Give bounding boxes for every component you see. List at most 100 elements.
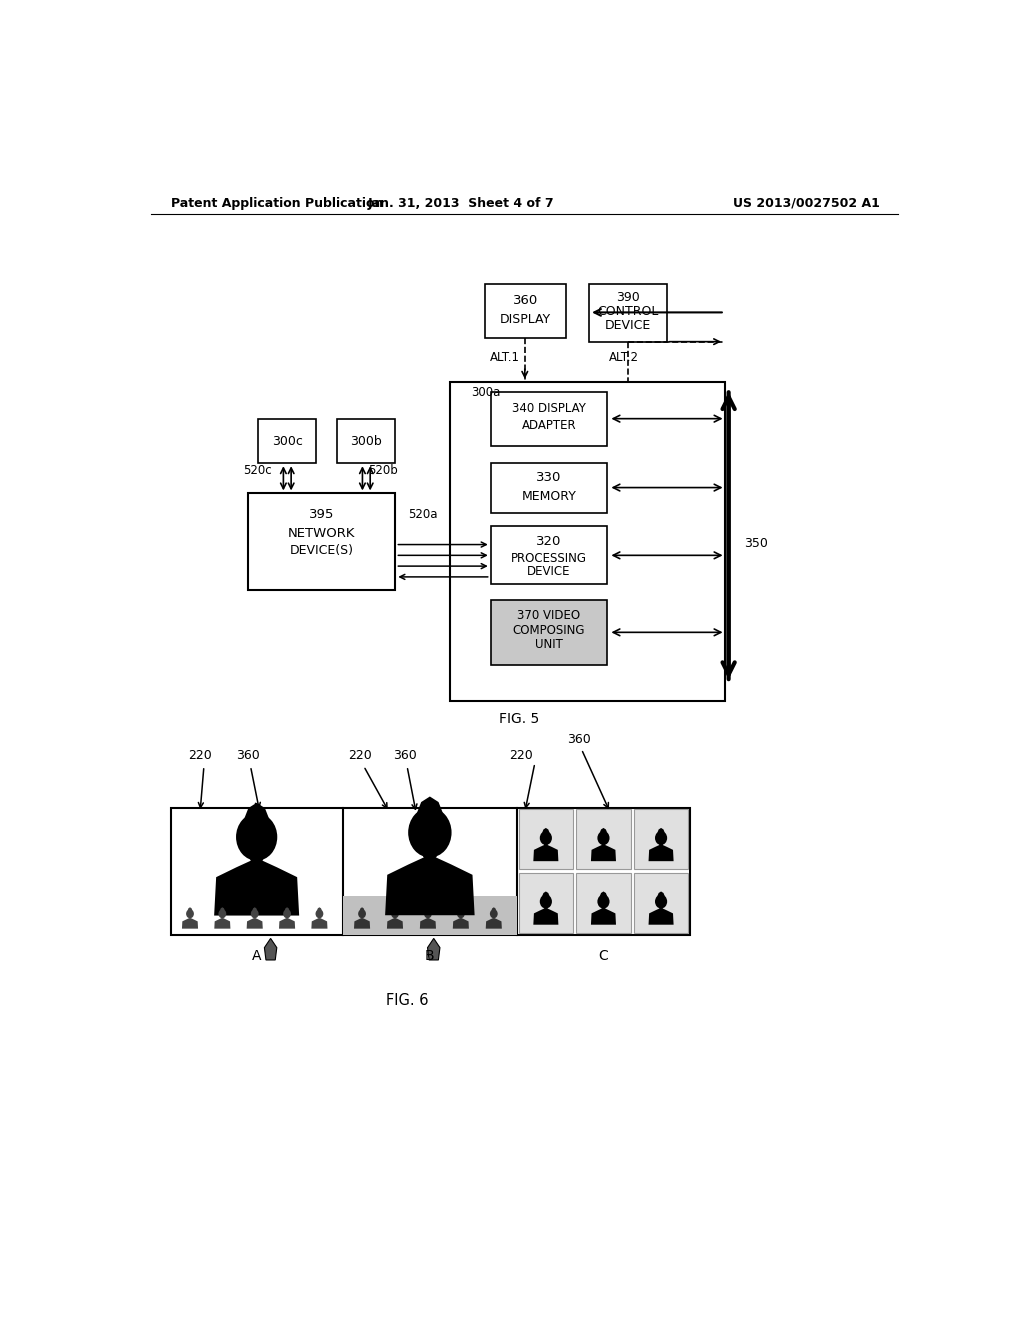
Ellipse shape — [544, 843, 548, 846]
Text: 390: 390 — [616, 292, 640, 305]
Text: 300c: 300c — [271, 436, 303, 449]
Ellipse shape — [423, 853, 436, 859]
Text: 320: 320 — [537, 536, 561, 548]
Ellipse shape — [318, 917, 321, 919]
Ellipse shape — [427, 917, 429, 919]
Bar — [518, 873, 573, 933]
Bar — [484, 284, 566, 338]
Bar — [248, 494, 395, 590]
Polygon shape — [387, 919, 403, 929]
Text: 520a: 520a — [409, 508, 438, 521]
Ellipse shape — [254, 917, 256, 919]
Ellipse shape — [394, 917, 396, 919]
Bar — [577, 809, 631, 870]
Ellipse shape — [601, 907, 605, 909]
Polygon shape — [459, 907, 463, 911]
Ellipse shape — [659, 843, 663, 846]
Ellipse shape — [544, 907, 548, 909]
Polygon shape — [385, 858, 474, 915]
Text: 360: 360 — [513, 294, 538, 308]
Ellipse shape — [409, 808, 452, 858]
Ellipse shape — [391, 909, 399, 919]
Ellipse shape — [659, 907, 663, 909]
Text: FIG. 6: FIG. 6 — [386, 993, 428, 1007]
Ellipse shape — [489, 909, 498, 919]
Text: 360: 360 — [567, 733, 591, 746]
Polygon shape — [428, 939, 440, 960]
Text: 370 VIDEO: 370 VIDEO — [517, 609, 581, 622]
Text: 220: 220 — [509, 748, 532, 762]
Bar — [490, 462, 607, 512]
Text: CONTROL: CONTROL — [597, 305, 658, 318]
Text: ALT.2: ALT.2 — [608, 351, 639, 363]
Text: ADAPTER: ADAPTER — [521, 418, 577, 432]
Bar — [343, 896, 517, 935]
Ellipse shape — [493, 917, 495, 919]
Ellipse shape — [358, 909, 366, 919]
Bar — [490, 599, 607, 665]
Polygon shape — [543, 828, 550, 833]
Text: 395: 395 — [309, 508, 335, 521]
Polygon shape — [485, 919, 502, 929]
Ellipse shape — [601, 843, 605, 846]
Ellipse shape — [460, 917, 462, 919]
Polygon shape — [187, 907, 193, 911]
Text: 520b: 520b — [369, 463, 398, 477]
Ellipse shape — [188, 917, 191, 919]
Polygon shape — [534, 845, 558, 861]
Text: C: C — [599, 949, 608, 964]
Polygon shape — [417, 796, 443, 813]
Text: DEVICE: DEVICE — [605, 319, 651, 333]
Text: 340 DISPLAY: 340 DISPLAY — [512, 403, 586, 416]
Polygon shape — [182, 919, 198, 929]
Text: DEVICE(S): DEVICE(S) — [290, 544, 353, 557]
Polygon shape — [591, 908, 616, 925]
Text: DEVICE: DEVICE — [527, 565, 570, 578]
Text: FIG. 5: FIG. 5 — [500, 711, 540, 726]
Text: DISPLAY: DISPLAY — [500, 313, 551, 326]
Ellipse shape — [286, 917, 289, 919]
Bar — [171, 808, 690, 935]
Polygon shape — [426, 907, 430, 911]
Polygon shape — [534, 908, 558, 925]
Ellipse shape — [457, 909, 465, 919]
Polygon shape — [359, 907, 365, 911]
Polygon shape — [311, 919, 328, 929]
Bar — [634, 873, 688, 933]
Polygon shape — [600, 828, 607, 833]
Polygon shape — [252, 907, 257, 911]
Text: US 2013/0027502 A1: US 2013/0027502 A1 — [733, 197, 880, 210]
Polygon shape — [420, 919, 436, 929]
Ellipse shape — [655, 832, 668, 845]
Text: A: A — [252, 949, 261, 964]
Text: PROCESSING: PROCESSING — [511, 552, 587, 565]
Ellipse shape — [540, 832, 552, 845]
Bar — [450, 381, 725, 701]
Bar — [517, 808, 690, 935]
Text: 300a: 300a — [471, 385, 501, 399]
Polygon shape — [247, 919, 263, 929]
Bar — [589, 284, 667, 342]
Text: 220: 220 — [188, 748, 212, 762]
Bar — [258, 418, 316, 463]
Ellipse shape — [597, 895, 609, 908]
Bar — [337, 418, 395, 463]
Text: ALT.1: ALT.1 — [489, 351, 520, 363]
Polygon shape — [220, 907, 224, 911]
Text: COMPOSING: COMPOSING — [513, 624, 585, 638]
Ellipse shape — [360, 917, 364, 919]
Polygon shape — [245, 803, 269, 818]
Polygon shape — [648, 845, 674, 861]
Polygon shape — [279, 919, 295, 929]
Polygon shape — [648, 908, 674, 925]
Ellipse shape — [237, 813, 278, 861]
Polygon shape — [600, 891, 607, 896]
Ellipse shape — [284, 909, 291, 919]
Polygon shape — [214, 919, 230, 929]
Polygon shape — [543, 891, 550, 896]
Text: 220: 220 — [348, 748, 372, 762]
Bar — [490, 392, 607, 446]
Text: 360: 360 — [237, 748, 260, 762]
Ellipse shape — [315, 909, 324, 919]
Text: UNIT: UNIT — [535, 638, 563, 651]
